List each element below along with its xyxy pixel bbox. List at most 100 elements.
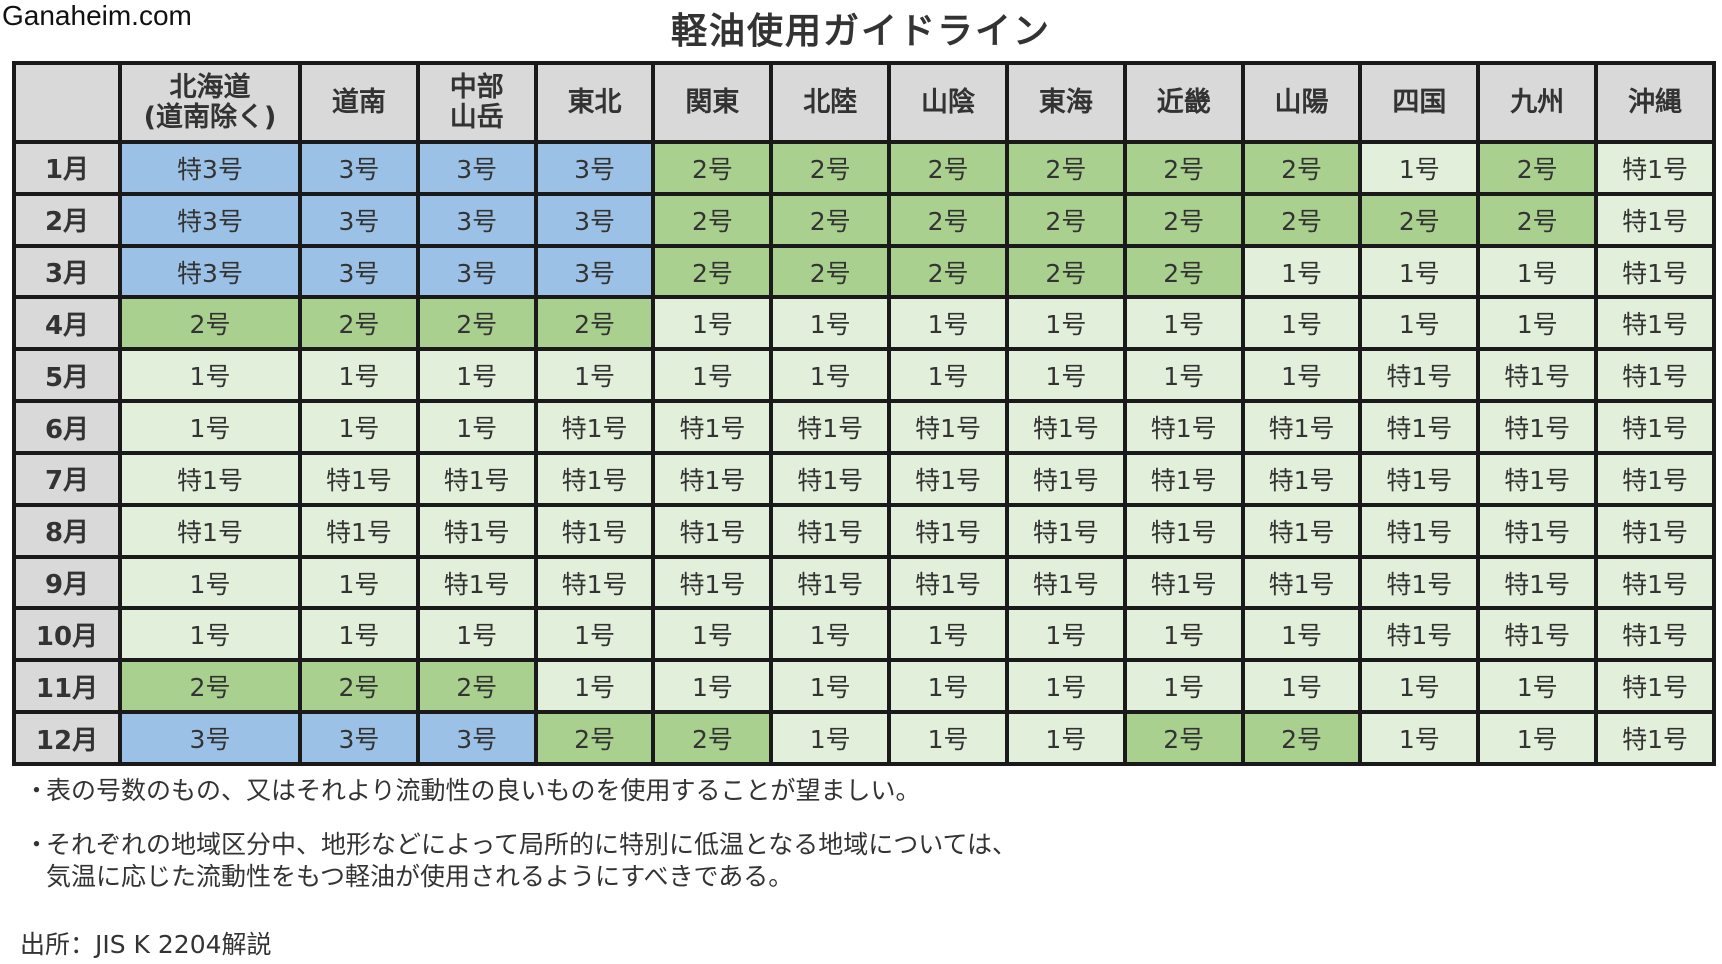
grade-cell: 2号 <box>651 191 774 248</box>
bullet-icon: ・ <box>24 830 50 859</box>
grade-cell: 1号 <box>1358 710 1481 766</box>
region-header: 沖縄 <box>1594 61 1716 144</box>
grade-cell: 特1号 <box>769 450 892 507</box>
month-label: 9月 <box>12 554 122 611</box>
grade-cell: 特1号 <box>651 399 774 455</box>
grade-cell: 3号 <box>415 191 538 248</box>
grade-cell: 特1号 <box>415 502 538 559</box>
grade-cell: 特1号 <box>1594 710 1716 766</box>
month-label: 11月 <box>12 658 122 715</box>
grade-cell: 特1号 <box>1594 243 1716 300</box>
grade-cell: 1号 <box>887 606 1009 663</box>
grade-cell: 2号 <box>887 243 1009 300</box>
grade-cell: 3号 <box>415 140 538 196</box>
grade-cell: 2号 <box>1122 191 1245 248</box>
grade-cell: 3号 <box>118 710 302 766</box>
grade-cell: 1号 <box>1358 295 1481 352</box>
region-header: 山陽 <box>1240 61 1363 144</box>
grade-cell: 2号 <box>298 295 420 352</box>
table-row: 9月 1号 1号 特1号 特1号 特1号 特1号 特1号 特1号 特1号 特1号 特1号 特1号 特1号 <box>12 554 1716 611</box>
grade-cell: 特1号 <box>1476 606 1599 663</box>
table-row: 5月 1号 1号 1号 1号 1号 1号 1号 1号 1号 1号 特1号 特1号 特1号 <box>12 347 1716 404</box>
region-header: 山陰 <box>887 61 1009 144</box>
grade-cell: 特1号 <box>769 502 892 559</box>
grade-cell: 1号 <box>1240 243 1363 300</box>
grade-cell: 特3号 <box>118 243 302 300</box>
grade-cell: 特1号 <box>651 502 774 559</box>
grade-cell: 1号 <box>769 347 892 404</box>
grade-cell: 特1号 <box>1358 347 1481 404</box>
notes: ・表の号数のもの、又はそれより流動性の良いものを使用することが望ましい。・それぞ… <box>24 775 1017 915</box>
month-label: 7月 <box>12 450 122 507</box>
corner-cell <box>12 61 122 144</box>
grade-cell: 1号 <box>887 658 1009 715</box>
grade-cell: 特1号 <box>1122 450 1245 507</box>
grade-cell: 2号 <box>1240 140 1363 196</box>
grade-cell: 1号 <box>887 295 1009 352</box>
grade-cell: 特1号 <box>1240 554 1363 611</box>
grade-cell: 2号 <box>887 191 1009 248</box>
grade-cell: 特1号 <box>1594 606 1716 663</box>
grade-cell: 特1号 <box>1358 502 1481 559</box>
grade-cell: 1号 <box>415 399 538 455</box>
grade-cell: 1号 <box>1476 295 1599 352</box>
grade-cell: 特1号 <box>1594 502 1716 559</box>
grade-cell: 1号 <box>118 606 302 663</box>
grade-cell: 特1号 <box>415 450 538 507</box>
grade-cell: 2号 <box>1122 710 1245 766</box>
grade-cell: 3号 <box>298 710 420 766</box>
table-row: 1月 特3号 3号 3号 3号 2号 2号 2号 2号 2号 2号 1号 2号 特1号 <box>12 140 1716 196</box>
grade-cell: 2号 <box>769 243 892 300</box>
grade-cell: 1号 <box>298 347 420 404</box>
grade-cell: 1号 <box>1476 658 1599 715</box>
month-label: 5月 <box>12 347 122 404</box>
grade-cell: 特1号 <box>1122 554 1245 611</box>
table-row: 11月 2号 2号 2号 1号 1号 1号 1号 1号 1号 1号 1号 1号 特1号 <box>12 658 1716 715</box>
grade-cell: 1号 <box>1476 710 1599 766</box>
grade-cell: 1号 <box>1122 295 1245 352</box>
grade-cell: 特1号 <box>298 450 420 507</box>
grade-cell: 特1号 <box>1240 502 1363 559</box>
month-label: 6月 <box>12 399 122 455</box>
grade-cell: 特1号 <box>651 450 774 507</box>
grade-cell: 1号 <box>1358 658 1481 715</box>
grade-cell: 1号 <box>651 606 774 663</box>
region-header: 中部 山岳 <box>415 61 538 144</box>
grade-cell: 1号 <box>533 347 656 404</box>
grade-cell: 特1号 <box>769 399 892 455</box>
month-label: 8月 <box>12 502 122 559</box>
grade-cell: 特1号 <box>1476 554 1599 611</box>
grade-cell: 1号 <box>651 658 774 715</box>
note-item: ・それぞれの地域区分中、地形などによって局所的に特別に低温となる地域については、… <box>24 829 1017 893</box>
table-row: 2月 特3号 3号 3号 3号 2号 2号 2号 2号 2号 2号 2号 2号 特1号 <box>12 191 1716 248</box>
grade-cell: 2号 <box>415 295 538 352</box>
grade-cell: 2号 <box>1240 710 1363 766</box>
grade-cell: 特1号 <box>1594 140 1716 196</box>
grade-cell: 特1号 <box>118 502 302 559</box>
grade-cell: 特1号 <box>1594 658 1716 715</box>
grade-cell: 1号 <box>769 710 892 766</box>
grade-cell: 1号 <box>118 399 302 455</box>
note-text: 表の号数のもの、又はそれより流動性の良いものを使用することが望ましい。 <box>46 776 921 805</box>
table-row: 8月 特1号 特1号 特1号 特1号 特1号 特1号 特1号 特1号 特1号 特1号 特1号 特1号 特1… <box>12 502 1716 559</box>
grade-cell: 1号 <box>1122 347 1245 404</box>
grade-cell: 2号 <box>769 140 892 196</box>
grade-cell: 2号 <box>118 295 302 352</box>
grade-cell: 1号 <box>415 606 538 663</box>
grade-cell: 特1号 <box>1594 450 1716 507</box>
grade-cell: 特1号 <box>1594 295 1716 352</box>
grade-cell: 1号 <box>1358 243 1481 300</box>
grade-cell: 1号 <box>533 658 656 715</box>
grade-cell: 1号 <box>1358 140 1481 196</box>
table-body: 1月 特3号 3号 3号 3号 2号 2号 2号 2号 2号 2号 1号 2号 特1号 2月 特3号 3号 3号 3… <box>12 140 1716 766</box>
month-label: 1月 <box>12 140 122 196</box>
grade-cell: 特1号 <box>1358 606 1481 663</box>
grade-cell: 特1号 <box>1594 347 1716 404</box>
bullet-icon: ・ <box>24 776 50 805</box>
grade-cell: 3号 <box>533 243 656 300</box>
grade-cell: 特1号 <box>298 502 420 559</box>
table-row: 10月 1号 1号 1号 1号 1号 1号 1号 1号 1号 1号 特1号 特1号 特1号 <box>12 606 1716 663</box>
grade-cell: 1号 <box>1004 710 1127 766</box>
grade-cell: 2号 <box>1122 140 1245 196</box>
grade-cell: 特1号 <box>1476 502 1599 559</box>
